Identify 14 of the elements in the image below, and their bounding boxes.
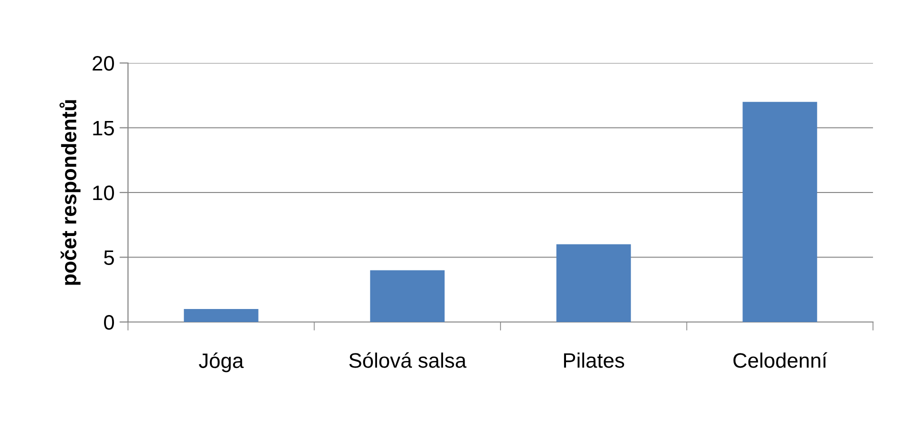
bar <box>370 270 445 322</box>
y-tick-label: 20 <box>92 56 114 71</box>
y-tick-label: 0 <box>104 315 114 330</box>
bar <box>556 244 631 322</box>
x-tick-label: Pilates <box>564 352 624 368</box>
y-tick-label: 15 <box>93 120 114 136</box>
y-axis-title: počet respondentů <box>59 100 81 285</box>
bar <box>184 309 258 322</box>
x-tick-label: Celodenní <box>733 352 828 368</box>
y-tick-label: 5 <box>104 250 114 266</box>
y-tick-label: 10 <box>93 186 114 200</box>
x-tick-label: Jóga <box>198 352 244 372</box>
x-tick-label: Sólová salsa <box>349 352 466 368</box>
bar <box>742 102 818 322</box>
